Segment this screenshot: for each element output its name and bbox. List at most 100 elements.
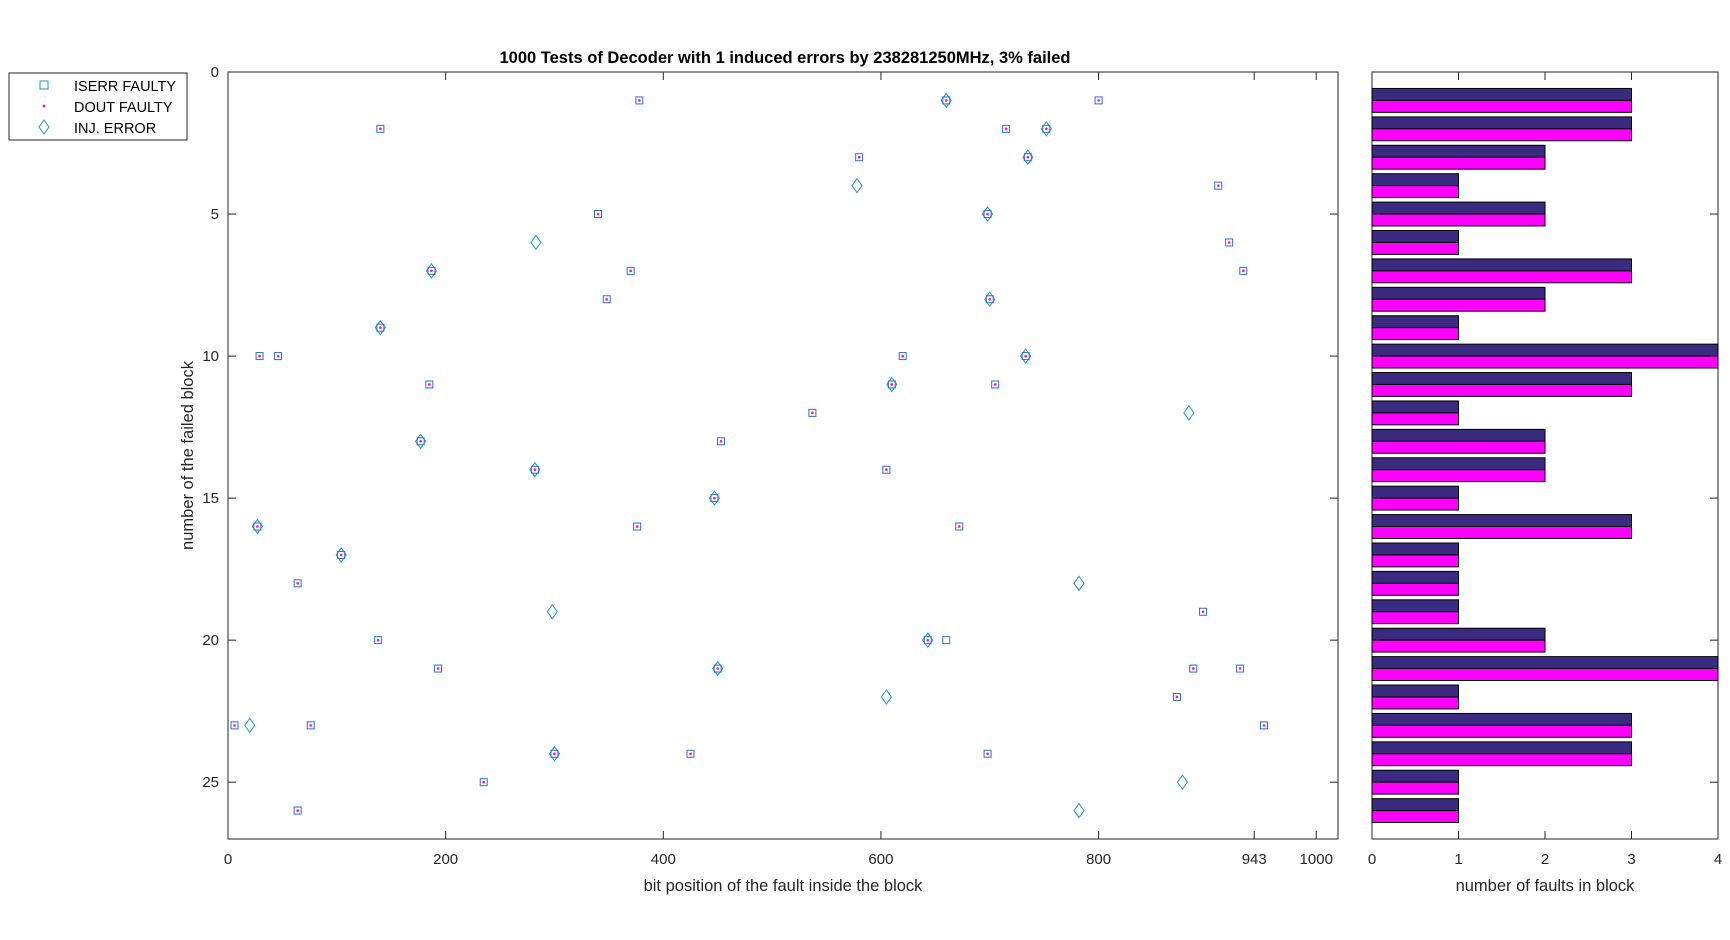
dout-faulty-point <box>638 99 641 102</box>
iserr-faulty-point <box>923 636 932 645</box>
iserr-faulty-point <box>633 522 642 531</box>
bar-iserr-faulty <box>1371 684 1459 698</box>
bar-iserr-faulty <box>1371 712 1632 726</box>
dout-faulty-point <box>629 269 632 273</box>
inj-error-point <box>1176 774 1188 791</box>
iserr-faulty-point <box>942 96 951 105</box>
bar-dout-faulty <box>1371 128 1632 142</box>
bar-dout-faulty <box>1371 298 1546 312</box>
bar-x-axis-label: number of faults in block <box>1456 877 1636 895</box>
bar-dout-faulty <box>1371 327 1459 341</box>
x-tick-label: 600 <box>868 851 893 868</box>
iserr-faulty-point <box>1260 721 1268 730</box>
dout-faulty-point <box>430 269 433 273</box>
dout-faulty-point <box>1262 724 1266 727</box>
dout-faulty-point <box>993 383 997 386</box>
dout-faulty-point <box>596 212 600 216</box>
legend-item-inj: INJ. ERROR <box>38 119 156 137</box>
bar-dout-faulty <box>1371 355 1719 369</box>
iserr-faulty-point <box>808 408 817 417</box>
iserr-faulty-point <box>898 352 907 361</box>
iserr-faulty-point <box>955 522 964 531</box>
dout-faulty-point <box>533 468 537 472</box>
dout-faulty-point <box>296 582 299 585</box>
bar-dout-faulty <box>1371 696 1459 710</box>
dout-faulty-point <box>419 439 422 443</box>
dout-faulty-point <box>1191 667 1195 670</box>
dout-faulty-point <box>713 496 716 500</box>
bar-dout-faulty <box>1371 185 1459 199</box>
iserr-faulty-point <box>1189 664 1198 673</box>
y-tick-label: 5 <box>211 206 219 223</box>
iserr-faulty-point <box>635 96 644 105</box>
bar-dout-faulty <box>1371 469 1546 483</box>
bar-dout-faulty <box>1371 554 1459 568</box>
bar-iserr-faulty <box>1371 372 1632 385</box>
bar-iserr-faulty <box>1371 87 1632 101</box>
y-tick-label: 20 <box>202 632 219 649</box>
iserr-faulty-point <box>1021 352 1030 361</box>
iserr-faulty-point <box>1214 181 1223 190</box>
bar-y-axis <box>1372 71 1718 783</box>
bar-dout-faulty <box>1371 639 1546 653</box>
dout-faulty-point <box>635 525 639 528</box>
bar-x-tick-label: 0 <box>1368 851 1376 868</box>
bar-iserr-faulty <box>1371 599 1459 613</box>
iserr-faulty-point <box>686 749 695 758</box>
dout-faulty-point <box>811 411 814 415</box>
dout-faulty-point <box>379 127 382 131</box>
bar-iserr-faulty <box>1371 258 1632 272</box>
y-tick-label: 25 <box>202 774 219 791</box>
iserr-faulty-point <box>230 721 239 730</box>
bar-x-tick-label: 2 <box>1541 851 1549 868</box>
iserr-faulty-point <box>427 266 436 275</box>
iserr-faulty-point <box>337 550 346 559</box>
dout-faulty-point <box>376 638 380 642</box>
bar-iserr-faulty <box>1371 485 1459 499</box>
bar-chart: 0 1 2 3 4 number of faults in block <box>1368 71 1722 895</box>
dout-faulty-point <box>719 439 723 443</box>
scatter-y-axis: 0 5 10 15 20 25 <box>202 64 1338 791</box>
iserr-faulty-point <box>1199 607 1208 616</box>
x-tick-label: 943 <box>1242 851 1267 868</box>
dout-faulty-point <box>986 212 989 216</box>
dot-marker-icon <box>42 104 46 108</box>
x-tick-label: 200 <box>433 851 458 868</box>
iserr-faulty-point <box>710 494 719 503</box>
square-marker-icon <box>39 80 49 90</box>
x-axis-label: bit position of the fault inside the blo… <box>644 877 924 895</box>
iserr-faulty-point <box>855 153 864 162</box>
inj-error-point <box>546 603 558 620</box>
scatter-chart: 1000 Tests of Decoder with 1 induced err… <box>179 49 1339 895</box>
inj-error-point <box>880 689 892 705</box>
dout-faulty-point <box>716 667 720 670</box>
dout-faulty-point <box>256 525 259 528</box>
scatter-x-axis: 0 200 400 600 800 943 1000 <box>224 72 1333 868</box>
iserr-faulty-point <box>550 749 559 758</box>
bar-iserr-faulty <box>1371 514 1632 528</box>
iserr-faulty-point <box>376 124 385 133</box>
bar-iserr-faulty <box>1371 343 1719 357</box>
iserr-faulty-point <box>1239 266 1248 275</box>
bar-iserr-faulty <box>1371 201 1546 215</box>
bar-x-tick-label: 3 <box>1627 851 1635 868</box>
inj-error-point <box>851 177 863 194</box>
legend-label: ISERR FAULTY <box>74 79 176 95</box>
iserr-faulty-point <box>434 664 443 673</box>
dout-faulty-point <box>926 638 930 642</box>
dout-faulty-point <box>857 155 861 159</box>
bar-dout-faulty <box>1371 753 1632 767</box>
inj-error-point <box>1073 575 1085 592</box>
x-tick-label: 400 <box>651 851 676 868</box>
legend-item-dout: DOUT FAULTY <box>42 100 173 116</box>
bar-dout-faulty <box>1371 213 1546 227</box>
scatter-plot-area <box>227 71 1339 840</box>
y-tick-label: 10 <box>202 348 219 365</box>
dout-faulty-point <box>1216 184 1220 187</box>
bar-dout-faulty <box>1371 668 1719 681</box>
dout-faulty-point <box>901 354 905 358</box>
bar-iserr-faulty <box>1371 230 1459 243</box>
dout-faulty-point <box>233 724 236 727</box>
inj-error-point <box>530 234 542 251</box>
bar-dout-faulty <box>1371 270 1632 284</box>
